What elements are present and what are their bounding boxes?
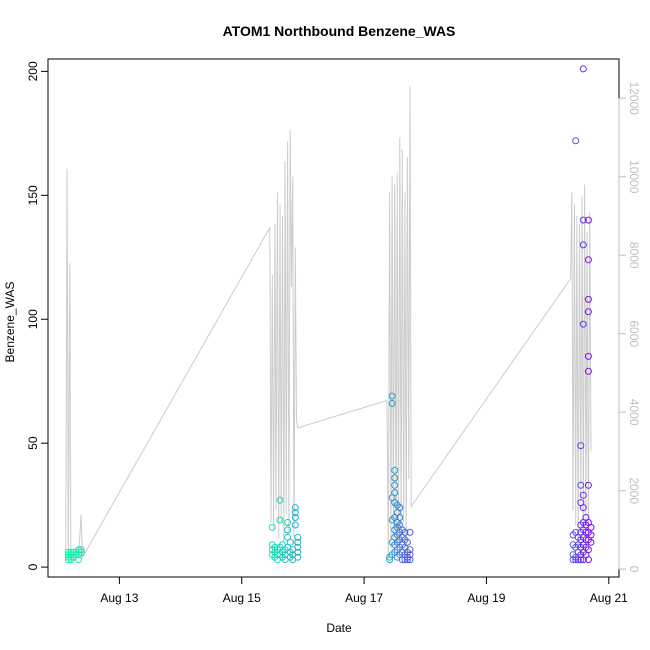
y2-tick-label: 10000 bbox=[627, 160, 641, 194]
data-point bbox=[584, 295, 592, 303]
data-point bbox=[401, 528, 409, 536]
data-point bbox=[406, 551, 414, 559]
data-point bbox=[584, 352, 592, 360]
data-point bbox=[572, 556, 580, 564]
data-point bbox=[406, 546, 414, 554]
x-axis: Aug 13 Aug 15 Aug 17 Aug 19 Aug 21 bbox=[100, 576, 628, 605]
points-layer bbox=[64, 65, 595, 564]
data-point bbox=[391, 489, 399, 497]
data-point bbox=[584, 556, 592, 564]
data-point bbox=[579, 491, 587, 499]
data-point bbox=[391, 481, 399, 489]
y-axis: 0 50 100 150 200 bbox=[26, 61, 49, 570]
data-point bbox=[294, 553, 302, 561]
data-point bbox=[388, 392, 396, 400]
data-point bbox=[587, 523, 595, 531]
data-point bbox=[403, 538, 411, 546]
data-point bbox=[276, 496, 284, 504]
x-axis-label: Date bbox=[326, 621, 352, 635]
data-point bbox=[579, 320, 587, 328]
x-tick-label: Aug 15 bbox=[223, 591, 261, 605]
data-point bbox=[579, 241, 587, 249]
data-point bbox=[577, 556, 585, 564]
data-point bbox=[286, 538, 294, 546]
y-tick-label: 50 bbox=[26, 436, 40, 450]
data-point bbox=[284, 519, 292, 526]
data-point bbox=[579, 65, 587, 73]
y2-tick-label: 0 bbox=[627, 566, 641, 573]
y-axis-label: Benzene_WAS bbox=[3, 282, 17, 363]
data-point bbox=[291, 521, 299, 529]
y-tick-label: 100 bbox=[26, 309, 40, 329]
y2-tick-label: 6000 bbox=[627, 320, 641, 347]
data-point bbox=[584, 216, 592, 224]
data-point bbox=[396, 514, 404, 521]
data-point bbox=[587, 531, 595, 539]
data-point bbox=[584, 308, 592, 316]
data-point bbox=[579, 216, 587, 224]
data-point bbox=[294, 538, 302, 546]
y2-tick-label: 2000 bbox=[627, 477, 641, 504]
data-point bbox=[396, 504, 404, 512]
secondary-line-layer bbox=[65, 86, 592, 564]
data-point bbox=[276, 516, 284, 524]
y2-tick-label: 4000 bbox=[627, 399, 641, 426]
y-tick-label: 200 bbox=[26, 61, 40, 81]
x-tick-label: Aug 21 bbox=[590, 591, 628, 605]
data-point bbox=[577, 481, 585, 489]
chart-title: ATOM1 Northbound Benzene_WAS bbox=[223, 23, 456, 39]
data-point bbox=[284, 526, 292, 534]
data-point bbox=[294, 543, 302, 551]
data-point bbox=[268, 523, 276, 531]
data-point bbox=[577, 442, 585, 450]
data-point bbox=[579, 504, 587, 512]
data-point bbox=[291, 504, 299, 512]
y-tick-label: 150 bbox=[26, 185, 40, 205]
data-point bbox=[388, 400, 396, 407]
data-point bbox=[294, 548, 302, 556]
data-point bbox=[291, 514, 299, 521]
y2-tick-label: 8000 bbox=[627, 242, 641, 269]
data-point bbox=[572, 137, 580, 145]
x-tick-label: Aug 17 bbox=[345, 591, 383, 605]
data-point bbox=[294, 533, 302, 541]
data-point bbox=[406, 556, 414, 564]
y2-axis: 0 2000 4000 6000 8000 10000 12000 bbox=[618, 82, 641, 573]
data-point bbox=[391, 474, 399, 482]
data-point bbox=[77, 546, 85, 554]
x-tick-label: Aug 19 bbox=[467, 591, 505, 605]
data-point bbox=[587, 538, 595, 546]
data-point bbox=[391, 466, 399, 474]
data-point bbox=[406, 528, 414, 536]
data-point bbox=[584, 546, 592, 554]
secondary-line bbox=[65, 86, 592, 564]
data-point bbox=[291, 509, 299, 517]
x-tick-label: Aug 13 bbox=[100, 591, 138, 605]
data-point bbox=[584, 256, 592, 264]
data-point bbox=[584, 481, 592, 489]
y-tick-label: 0 bbox=[26, 563, 40, 570]
data-point bbox=[77, 548, 85, 556]
y2-tick-label: 12000 bbox=[627, 82, 641, 116]
data-point bbox=[75, 556, 83, 564]
data-point bbox=[584, 367, 592, 375]
